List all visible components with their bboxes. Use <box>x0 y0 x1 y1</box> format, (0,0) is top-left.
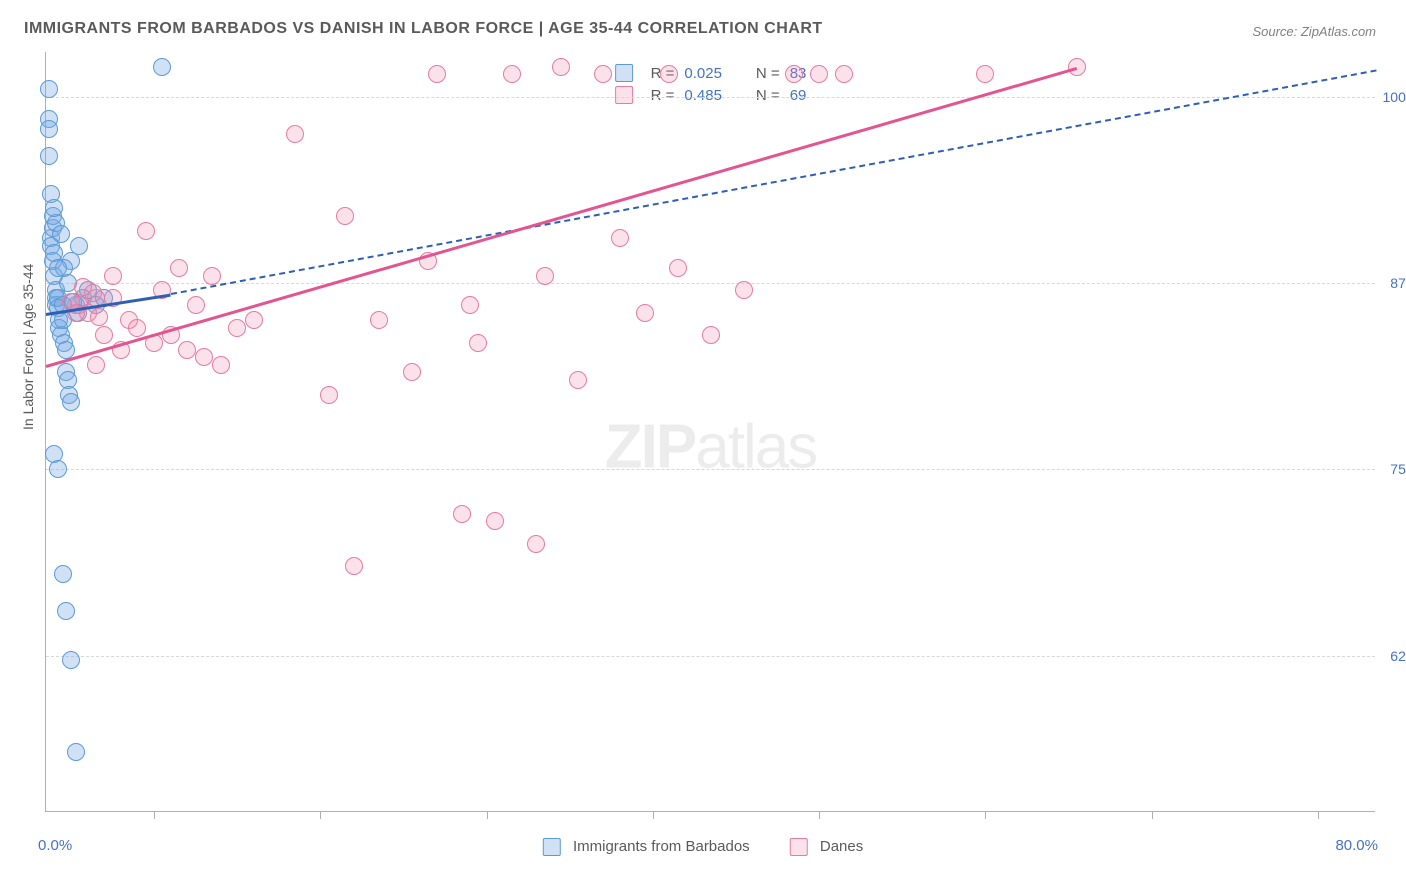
x-tick <box>154 811 155 819</box>
legend-swatch <box>615 86 633 104</box>
data-point <box>62 393 80 411</box>
data-point <box>153 58 171 76</box>
chart-title: IMMIGRANTS FROM BARBADOS VS DANISH IN LA… <box>24 20 823 38</box>
data-point <box>286 125 304 143</box>
data-point <box>469 334 487 352</box>
data-point <box>187 296 205 314</box>
data-point <box>70 237 88 255</box>
swatch-pink <box>790 838 808 856</box>
plot-area: ZIPatlas R = 0.025N = 83R = 0.485N = 69 … <box>45 52 1375 812</box>
data-point <box>660 65 678 83</box>
stat-legend-row: R = 0.025N = 83 <box>615 62 807 84</box>
data-point <box>228 319 246 337</box>
y-tick-label: 75.0% <box>1390 461 1406 477</box>
data-point <box>95 326 113 344</box>
stats-legend: R = 0.025N = 83R = 0.485N = 69 <box>615 62 807 106</box>
legend-swatch <box>615 64 633 82</box>
data-point <box>128 319 146 337</box>
data-point <box>67 743 85 761</box>
data-point <box>403 363 421 381</box>
x-tick <box>487 811 488 819</box>
x-tick <box>1152 811 1153 819</box>
data-point <box>461 296 479 314</box>
y-axis-label: In Labor Force | Age 35-44 <box>20 264 36 430</box>
data-point <box>428 65 446 83</box>
data-point <box>370 311 388 329</box>
data-point <box>611 229 629 247</box>
gridline-h <box>46 656 1375 657</box>
data-point <box>735 281 753 299</box>
data-point <box>170 259 188 277</box>
legend-label-danes: Danes <box>820 838 863 855</box>
gridline-h <box>46 283 1375 284</box>
data-point <box>90 308 108 326</box>
legend-label-barbados: Immigrants from Barbados <box>573 838 750 855</box>
data-point <box>104 267 122 285</box>
data-point <box>669 259 687 277</box>
x-tick <box>653 811 654 819</box>
bottom-legend: Immigrants from Barbados Danes <box>543 838 863 856</box>
stat-r-value: 0.025 <box>684 65 722 82</box>
data-point <box>453 505 471 523</box>
y-tick-label: 87.5% <box>1390 275 1406 291</box>
data-point <box>569 371 587 389</box>
trend-line <box>46 67 1078 368</box>
data-point <box>1068 58 1086 76</box>
data-point <box>40 120 58 138</box>
data-point <box>49 259 67 277</box>
legend-item-danes: Danes <box>790 838 864 856</box>
data-point <box>203 267 221 285</box>
watermark: ZIPatlas <box>605 411 816 482</box>
x-tick <box>1318 811 1319 819</box>
data-point <box>137 222 155 240</box>
data-point <box>702 326 720 344</box>
data-point <box>594 65 612 83</box>
data-point <box>40 80 58 98</box>
x-axis-max-label: 80.0% <box>1335 837 1378 854</box>
data-point <box>245 311 263 329</box>
data-point <box>178 341 196 359</box>
data-point <box>336 207 354 225</box>
data-point <box>320 386 338 404</box>
x-axis-min-label: 0.0% <box>38 837 72 854</box>
data-point <box>552 58 570 76</box>
stat-r-value: 0.485 <box>684 87 722 104</box>
data-point <box>835 65 853 83</box>
data-point <box>810 65 828 83</box>
legend-item-barbados: Immigrants from Barbados <box>543 838 750 856</box>
data-point <box>195 348 213 366</box>
data-point <box>52 225 70 243</box>
data-point <box>49 460 67 478</box>
x-tick <box>819 811 820 819</box>
swatch-blue <box>543 838 561 856</box>
y-tick-label: 62.5% <box>1390 648 1406 664</box>
y-tick-label: 100.0% <box>1383 89 1406 105</box>
stat-r-label: R = <box>651 87 675 104</box>
data-point <box>527 535 545 553</box>
data-point <box>212 356 230 374</box>
gridline-h <box>46 469 1375 470</box>
data-point <box>503 65 521 83</box>
gridline-h <box>46 97 1375 98</box>
data-point <box>62 651 80 669</box>
data-point <box>636 304 654 322</box>
data-point <box>74 278 92 296</box>
stat-n-label: N = <box>756 87 780 104</box>
data-point <box>87 356 105 374</box>
stat-n-value: 69 <box>790 87 807 104</box>
x-tick <box>985 811 986 819</box>
data-point <box>536 267 554 285</box>
data-point <box>57 602 75 620</box>
data-point <box>54 565 72 583</box>
data-point <box>785 65 803 83</box>
data-point <box>40 147 58 165</box>
stat-n-label: N = <box>756 65 780 82</box>
data-point <box>45 199 63 217</box>
stat-legend-row: R = 0.485 N = 69 <box>615 84 807 106</box>
data-point <box>345 557 363 575</box>
x-tick <box>320 811 321 819</box>
data-point <box>486 512 504 530</box>
source-attribution: Source: ZipAtlas.com <box>1252 24 1376 39</box>
data-point <box>976 65 994 83</box>
